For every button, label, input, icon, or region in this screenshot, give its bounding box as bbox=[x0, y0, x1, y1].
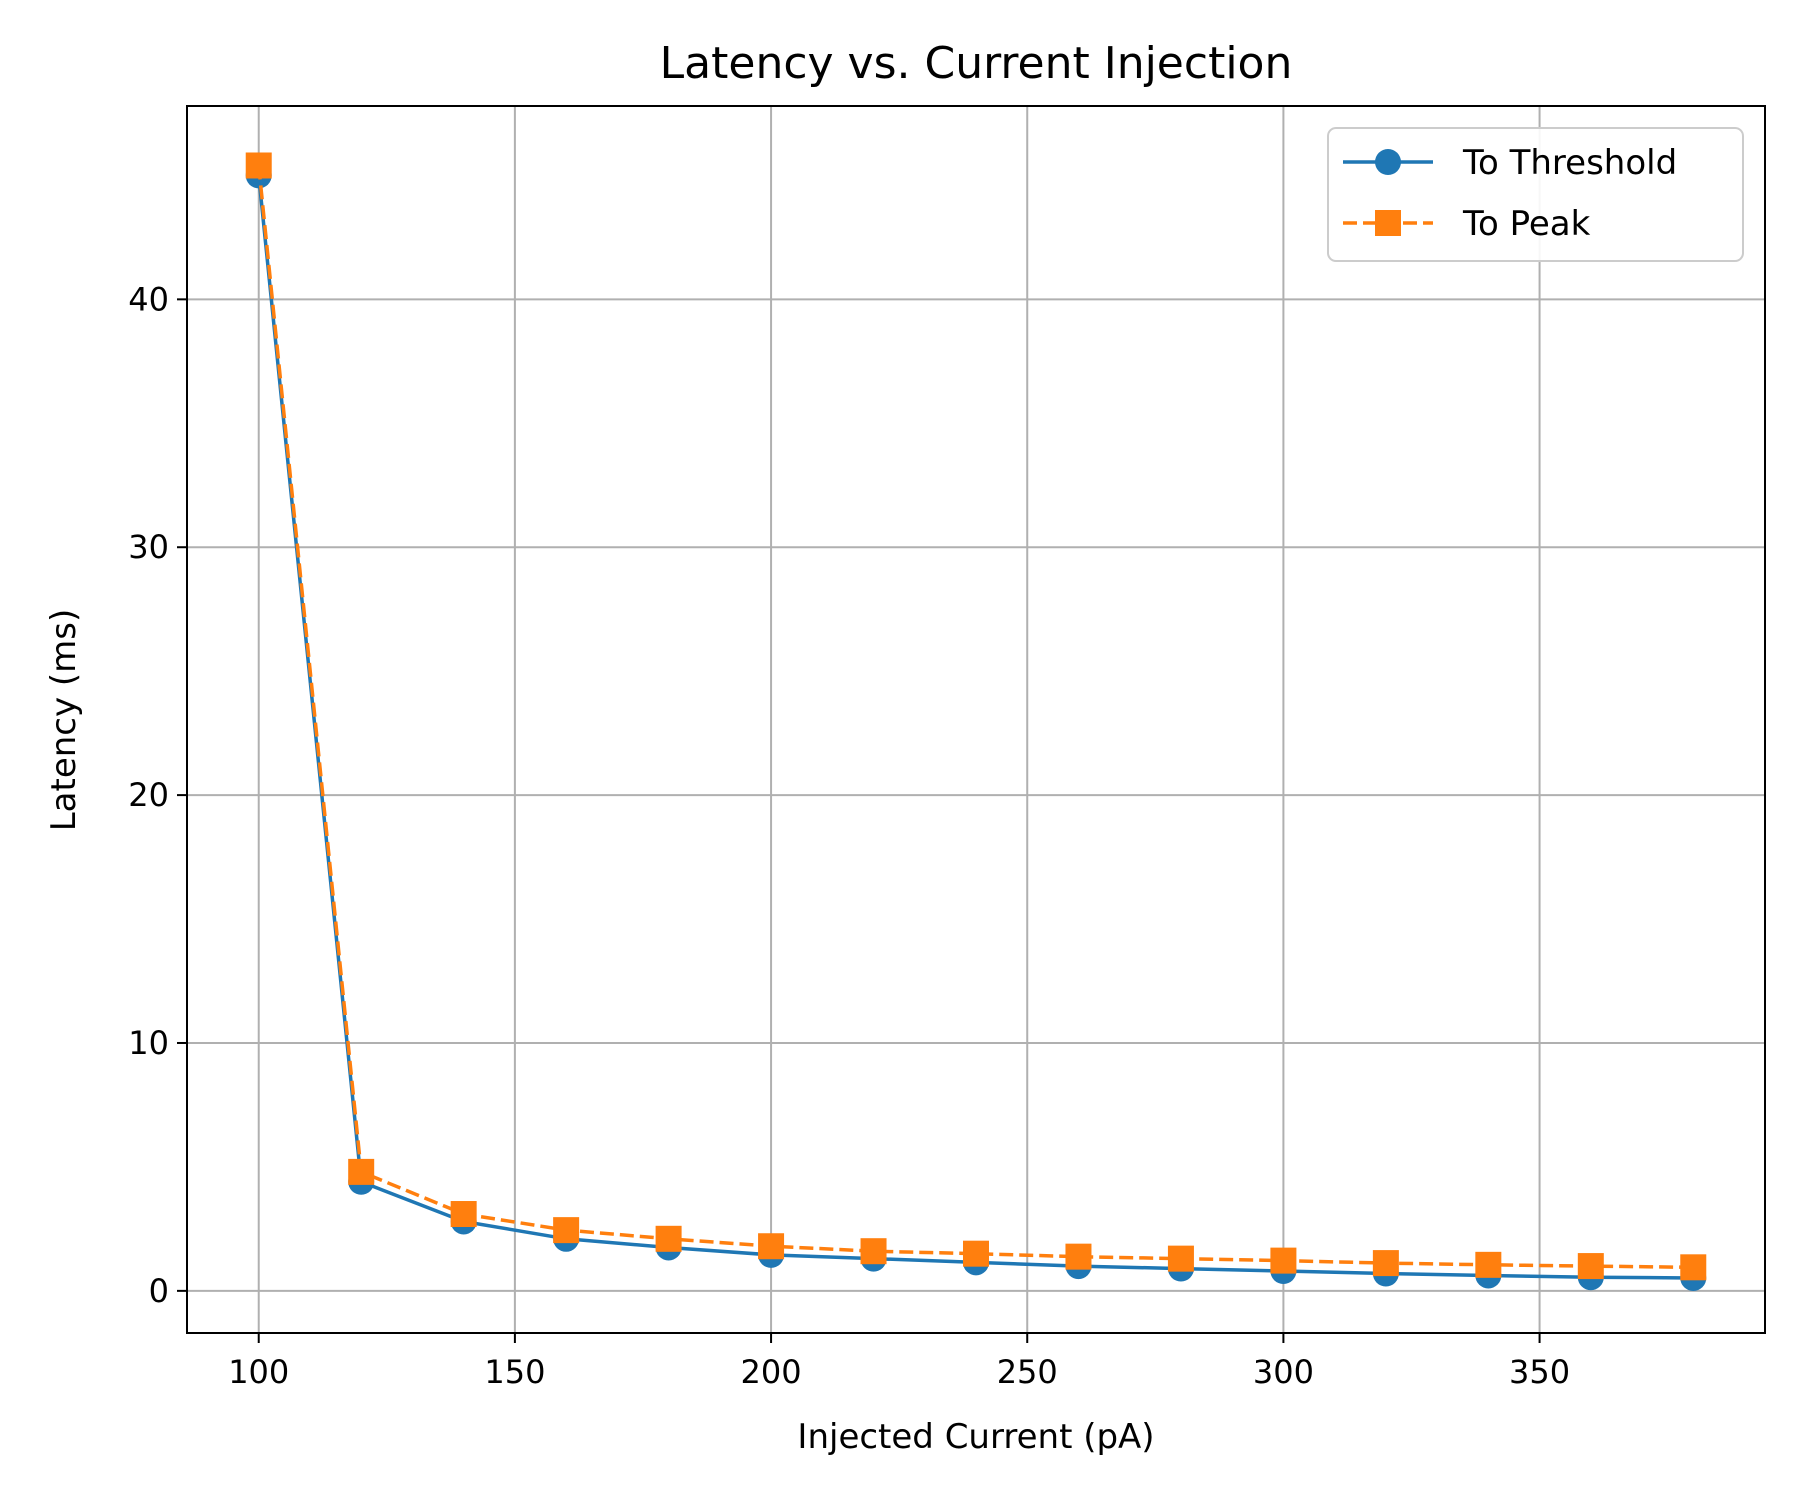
series-line bbox=[256, 175, 1694, 1280]
x-tick-label: 250 bbox=[997, 1353, 1058, 1391]
data-point bbox=[963, 1240, 989, 1267]
chart-title: Latency vs. Current Injection bbox=[660, 38, 1293, 89]
data-point bbox=[758, 1233, 785, 1260]
legend-marker bbox=[1375, 149, 1401, 175]
series-line bbox=[256, 165, 1694, 1270]
data-point bbox=[348, 1158, 375, 1185]
series-layer bbox=[245, 152, 1707, 1291]
grid-lines bbox=[187, 106, 1765, 1333]
data-point bbox=[1680, 1254, 1707, 1281]
x-tick-label: 300 bbox=[1253, 1353, 1314, 1391]
data-point bbox=[450, 1201, 477, 1228]
y-tick-label: 10 bbox=[128, 1024, 169, 1062]
data-point bbox=[860, 1238, 887, 1265]
axis-ticks: 100 150 200 250 300 350 0 10 20 30 40 bbox=[128, 280, 1570, 1391]
y-axis-title: Latency (ms) bbox=[44, 609, 84, 832]
data-point bbox=[655, 1225, 682, 1252]
y-tick-label: 20 bbox=[128, 776, 169, 814]
data-point bbox=[245, 152, 272, 179]
data-point bbox=[1475, 1251, 1502, 1278]
legend-marker bbox=[1375, 210, 1401, 236]
data-point bbox=[553, 1217, 580, 1244]
x-tick-label: 350 bbox=[1509, 1353, 1570, 1391]
legend: To Threshold To Peak bbox=[1327, 127, 1744, 262]
plot-area-frame bbox=[186, 105, 1766, 1334]
data-point bbox=[1065, 1243, 1092, 1270]
legend-entry: To Peak bbox=[1343, 204, 1591, 244]
data-point bbox=[1372, 1250, 1399, 1277]
x-tick-label: 150 bbox=[484, 1353, 545, 1391]
legend-label: To Threshold bbox=[1462, 143, 1677, 183]
legend-entry: To Threshold bbox=[1343, 143, 1677, 183]
series-to-peak bbox=[245, 152, 1707, 1281]
x-axis-title: Injected Current (pA) bbox=[797, 1417, 1154, 1457]
data-point bbox=[1167, 1245, 1194, 1272]
y-tick-label: 0 bbox=[149, 1272, 169, 1310]
data-point bbox=[1270, 1247, 1297, 1274]
x-tick-label: 200 bbox=[741, 1353, 802, 1391]
series-to-threshold bbox=[245, 162, 1707, 1291]
legend-label: To Peak bbox=[1462, 204, 1591, 244]
x-tick-label: 100 bbox=[228, 1353, 289, 1391]
y-tick-label: 40 bbox=[128, 280, 169, 318]
data-point bbox=[1577, 1253, 1604, 1280]
y-tick-label: 30 bbox=[128, 528, 169, 566]
